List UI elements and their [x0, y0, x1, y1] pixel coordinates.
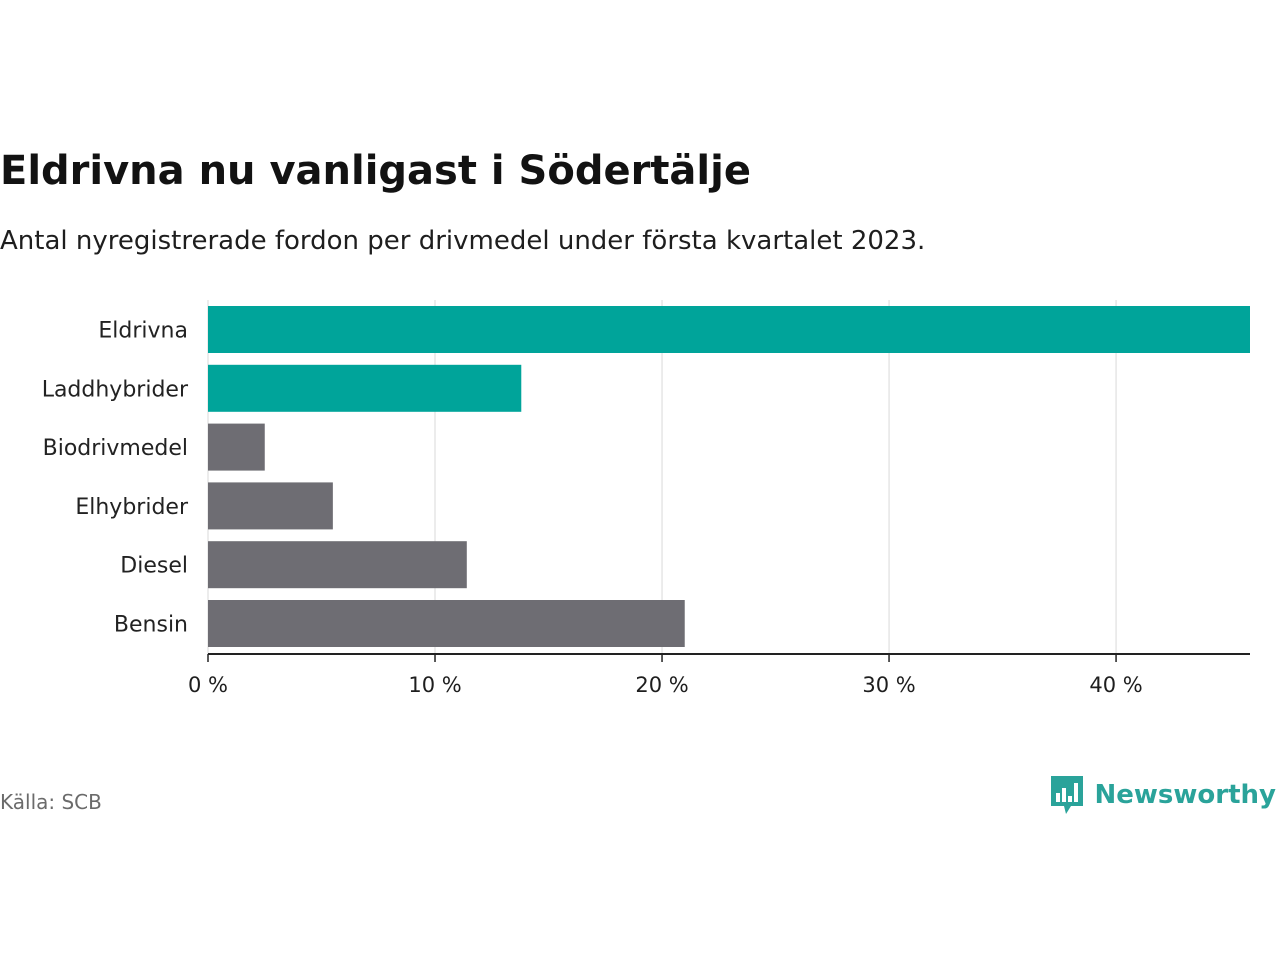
brand-logo: Newsworthy: [1049, 774, 1276, 816]
category-label: Elhybrider: [75, 495, 189, 520]
source-note: Källa: SCB: [0, 790, 102, 814]
x-tick-label: 10 %: [408, 673, 461, 697]
grid-lines: [207, 300, 1117, 654]
x-tick-label: 30 %: [862, 673, 915, 697]
category-label: Biodrivmedel: [43, 436, 188, 461]
bar-eldrivna: [208, 306, 1250, 353]
brand-name: Newsworthy: [1094, 780, 1276, 810]
chart-title: Eldrivna nu vanligast i Södertälje: [0, 148, 751, 194]
x-tick-label: 20 %: [635, 673, 688, 697]
bar-chart-icon: [1050, 776, 1083, 814]
bar-diesel: [208, 541, 467, 589]
bar-chart: 0 % 10 % 20 % 30 % 40 % Eldrivna Laddhybrider…: [42, 300, 1250, 697]
category-label: Diesel: [120, 554, 188, 579]
bar-biodrivmedel: [208, 423, 265, 471]
bar-bensin: [208, 600, 685, 647]
category-labels: Eldrivna Laddhybrider Biodrivmedel Elhybrid…: [42, 319, 189, 638]
x-axis: 0 % 10 % 20 % 30 % 40 %: [188, 653, 1250, 697]
category-label: Bensin: [114, 613, 188, 638]
bar-elhybrider: [208, 482, 333, 530]
chart-subtitle: Antal nyregistrerade fordon per drivmede…: [0, 226, 926, 256]
bar-laddhybrider: [208, 364, 522, 412]
x-tick-label: 40 %: [1089, 673, 1142, 697]
category-label: Eldrivna: [98, 319, 188, 344]
bars: [208, 306, 1250, 647]
x-tick-label: 0 %: [188, 673, 228, 697]
category-label: Laddhybrider: [42, 377, 189, 402]
